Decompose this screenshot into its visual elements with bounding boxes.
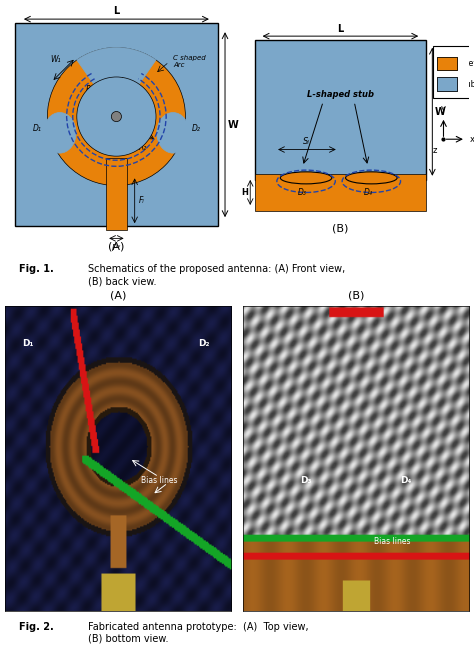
Ellipse shape [346,172,397,184]
Bar [255,40,426,180]
Text: L: L [337,23,344,34]
Bar [437,77,457,91]
Text: C shaped
Arc: C shaped Arc [173,55,206,68]
Circle shape [47,48,185,186]
Text: Substrate: Substrate [461,80,474,88]
Text: D₃: D₃ [298,188,307,197]
Text: D₁: D₁ [32,124,41,133]
Text: L: L [113,6,119,16]
Wedge shape [77,48,156,117]
Text: Fᵂ: Fᵂ [112,245,121,253]
Text: Sₗ: Sₗ [303,137,310,146]
Text: (B): (B) [332,224,348,234]
Circle shape [77,77,156,156]
Text: Fig. 1.: Fig. 1. [18,265,54,275]
Text: Metal: Metal [461,59,474,68]
Text: (B): (B) [348,290,364,300]
Bar [106,158,127,230]
Text: Fₗ: Fₗ [139,196,145,205]
Text: D₂: D₂ [191,124,201,133]
Text: Bias lines: Bias lines [141,476,177,485]
Text: D₁: D₁ [22,339,33,348]
Text: (A): (A) [108,241,125,251]
Text: W: W [435,107,446,117]
Text: D₄: D₄ [364,188,373,197]
Bar [437,57,457,70]
Text: R₂: R₂ [139,143,147,152]
Text: D₃: D₃ [301,476,312,485]
Bar [433,46,474,98]
Text: α: α [131,120,136,129]
Bar [255,174,426,211]
Text: D₄: D₄ [400,476,411,485]
Text: W₁: W₁ [50,55,61,64]
Text: Fig. 2.: Fig. 2. [18,622,54,632]
Text: D₂: D₂ [199,339,210,348]
Text: H: H [241,188,247,197]
Ellipse shape [280,172,332,184]
Text: Fabricated antenna prototype:  (A)  Top view,
(B) bottom view.: Fabricated antenna prototype: (A) Top vi… [88,622,309,644]
Circle shape [111,111,121,122]
Text: x: x [469,135,474,143]
Bar [15,23,218,226]
Ellipse shape [157,113,189,153]
Text: Schematics of the proposed antenna: (A) Front view,
(B) back view.: Schematics of the proposed antenna: (A) … [88,265,346,286]
Text: (A): (A) [110,290,126,300]
Text: R₁: R₁ [86,85,94,94]
Text: z: z [432,146,437,155]
Text: y: y [441,105,446,113]
Text: Bias lines: Bias lines [374,537,410,546]
Text: L-shaped stub: L-shaped stub [307,90,374,99]
Ellipse shape [44,113,76,153]
Text: H₁: H₁ [131,86,139,94]
Text: W: W [228,120,239,130]
